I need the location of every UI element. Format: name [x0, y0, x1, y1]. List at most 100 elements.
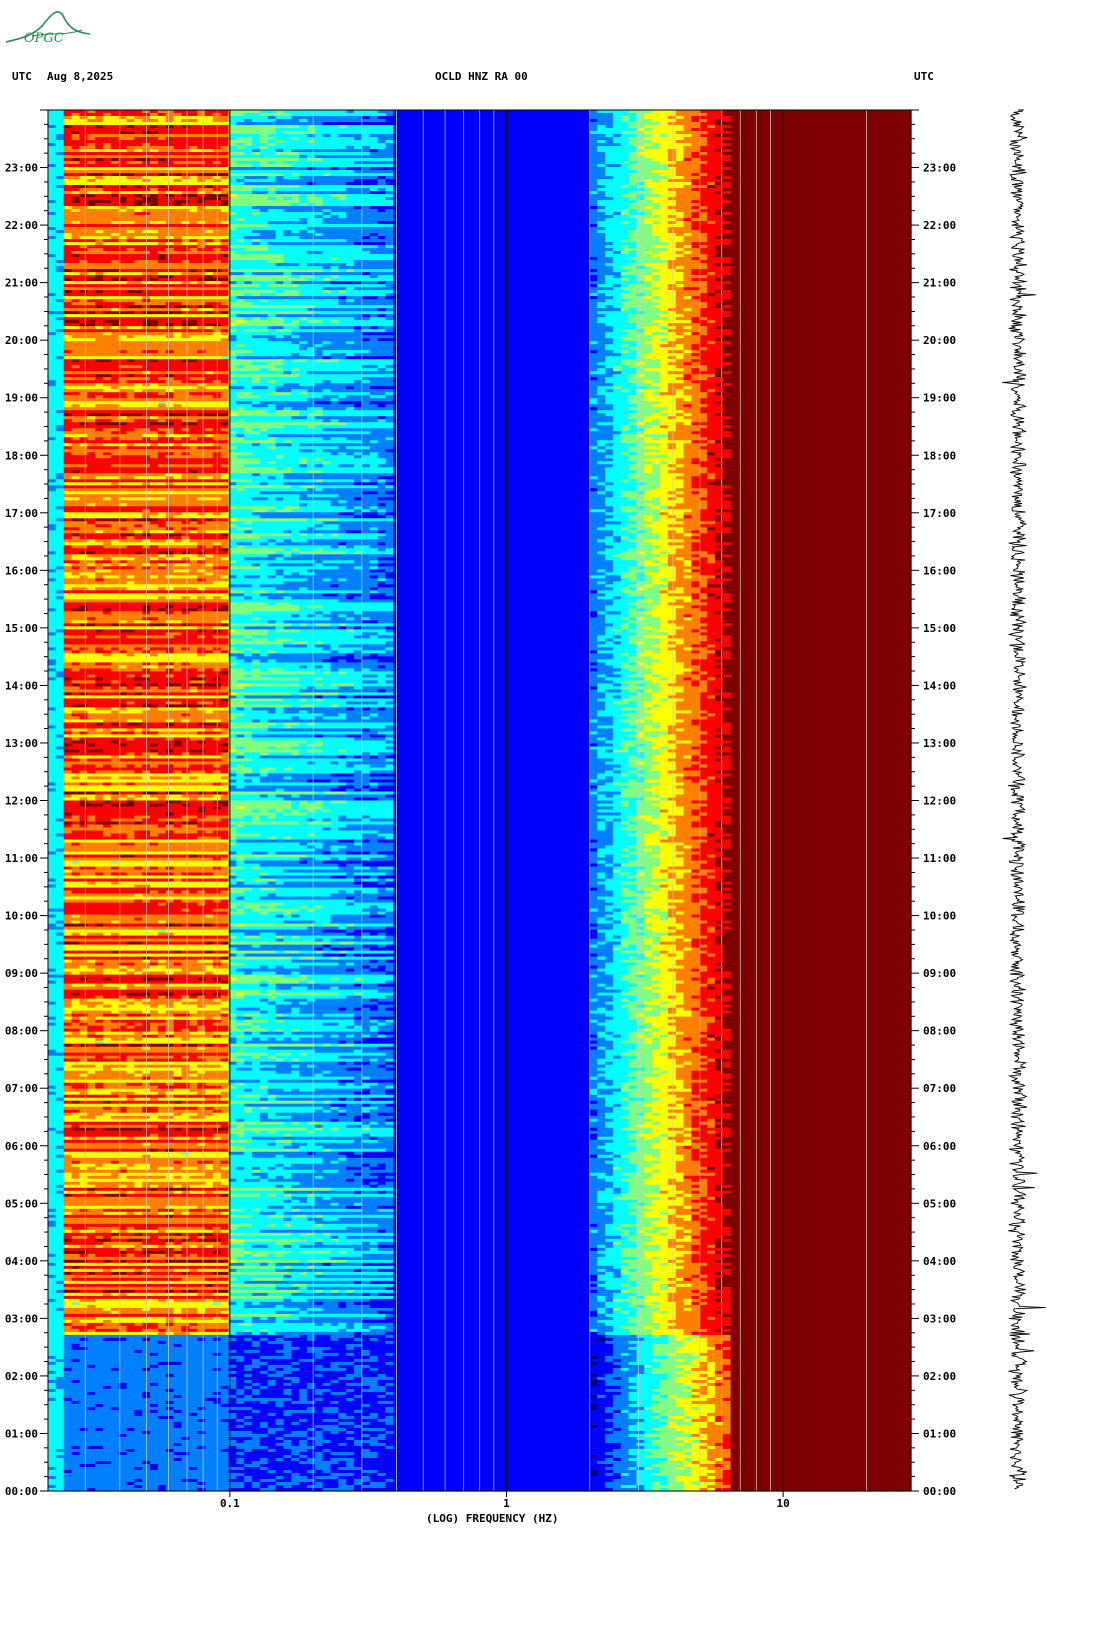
heatmap-cell [620, 125, 630, 129]
heatmap-cell [856, 140, 865, 144]
heatmap-cell [440, 110, 449, 114]
heatmap-cell [322, 113, 332, 117]
heatmap-cell [746, 146, 755, 150]
heatmap-cell [197, 125, 206, 129]
heatmap-cell [267, 119, 277, 123]
heatmap-cell [832, 137, 841, 141]
heatmap-cell [63, 137, 73, 141]
heatmap-cell [722, 116, 732, 120]
heatmap-cell [518, 143, 528, 147]
heatmap-cell [79, 149, 88, 153]
heatmap-cell [589, 119, 598, 123]
heatmap-cell [440, 149, 449, 153]
heatmap-cell [416, 134, 426, 138]
heatmap-cell [377, 143, 386, 147]
heatmap-cell [197, 146, 206, 150]
heatmap-cell [879, 149, 889, 153]
heatmap-cell [550, 128, 559, 132]
heatmap-cell [228, 152, 237, 156]
heatmap-cell [903, 134, 912, 138]
heatmap-cell [314, 140, 324, 144]
heatmap-cell [832, 140, 841, 144]
heatmap-cell [542, 137, 551, 141]
heatmap-cell [353, 128, 363, 132]
heatmap-cell [102, 149, 112, 153]
heatmap-cell [605, 149, 614, 153]
heatmap-cell [71, 128, 80, 132]
header-utc-right: UTC [914, 70, 934, 83]
heatmap-cell [353, 146, 363, 150]
heatmap-cell [259, 134, 269, 138]
heatmap-cell [652, 146, 661, 150]
heatmap-cell [816, 134, 826, 138]
heatmap-cell [652, 110, 661, 114]
heatmap-cell [228, 134, 237, 138]
heatmap-cell [879, 113, 889, 117]
heatmap-cell [236, 134, 245, 138]
heatmap-cell [903, 149, 912, 153]
heatmap-cell [675, 122, 685, 126]
heatmap-cell [887, 122, 896, 126]
heatmap-cell [463, 149, 473, 153]
heatmap-cell [714, 140, 724, 144]
heatmap-cell [424, 146, 434, 150]
heatmap-cell [793, 149, 802, 153]
heatmap-cell [518, 128, 528, 132]
heatmap-cell [220, 131, 230, 135]
heatmap-cell [346, 134, 355, 138]
heatmap-cell [518, 116, 528, 120]
heatmap-cell [879, 125, 889, 129]
heatmap-cell [777, 149, 787, 153]
heatmap-cell [848, 131, 857, 135]
heatmap-cell [408, 122, 418, 126]
heatmap-cell [879, 119, 889, 123]
heatmap-cell [612, 146, 622, 150]
heatmap-cell [722, 119, 732, 123]
heatmap-cell [793, 113, 802, 117]
heatmap-cell [871, 110, 881, 114]
heatmap-cell [746, 134, 755, 138]
heatmap-cell [165, 149, 175, 153]
heatmap-cell [283, 149, 292, 153]
heatmap-cell [605, 110, 614, 114]
heatmap-cell [667, 110, 677, 114]
heatmap-cell [832, 134, 841, 138]
heatmap-cell [699, 146, 708, 150]
heatmap-cell [816, 113, 826, 117]
heatmap-cell [534, 140, 543, 144]
heatmap-cell [605, 131, 614, 135]
heatmap-cell [463, 140, 473, 144]
heatmap-cell [636, 110, 645, 114]
heatmap-cell [761, 119, 771, 123]
heatmap-cell [856, 113, 865, 117]
heatmap-cell [197, 152, 206, 156]
heatmap-cell [667, 116, 677, 120]
heatmap-cell [330, 122, 339, 126]
heatmap-cell [675, 140, 685, 144]
heatmap-cell [55, 122, 65, 126]
heatmap-cell [424, 143, 434, 147]
heatmap-cell [557, 110, 567, 114]
heatmap-cell [761, 125, 771, 129]
heatmap-cell [110, 152, 120, 156]
heatmap-cell [220, 134, 230, 138]
heatmap-cell [377, 149, 386, 153]
heatmap-cell [228, 128, 237, 132]
heatmap-cell [793, 122, 802, 126]
heatmap-cell [699, 143, 708, 147]
heatmap-cell [110, 119, 120, 123]
heatmap-cell [283, 119, 292, 123]
heatmap-cell [801, 143, 810, 147]
heatmap-cell [667, 125, 677, 129]
heatmap-cell [518, 140, 528, 144]
heatmap-cell [605, 119, 614, 123]
heatmap-cell [487, 116, 496, 120]
heatmap-cell [620, 149, 630, 153]
heatmap-cell [707, 119, 716, 123]
heatmap-cell [683, 137, 692, 141]
heatmap-cell [471, 119, 481, 123]
heatmap-cell [573, 128, 583, 132]
heatmap-cell [550, 116, 559, 120]
heatmap-cell [903, 116, 912, 120]
heatmap-cell [730, 134, 739, 138]
